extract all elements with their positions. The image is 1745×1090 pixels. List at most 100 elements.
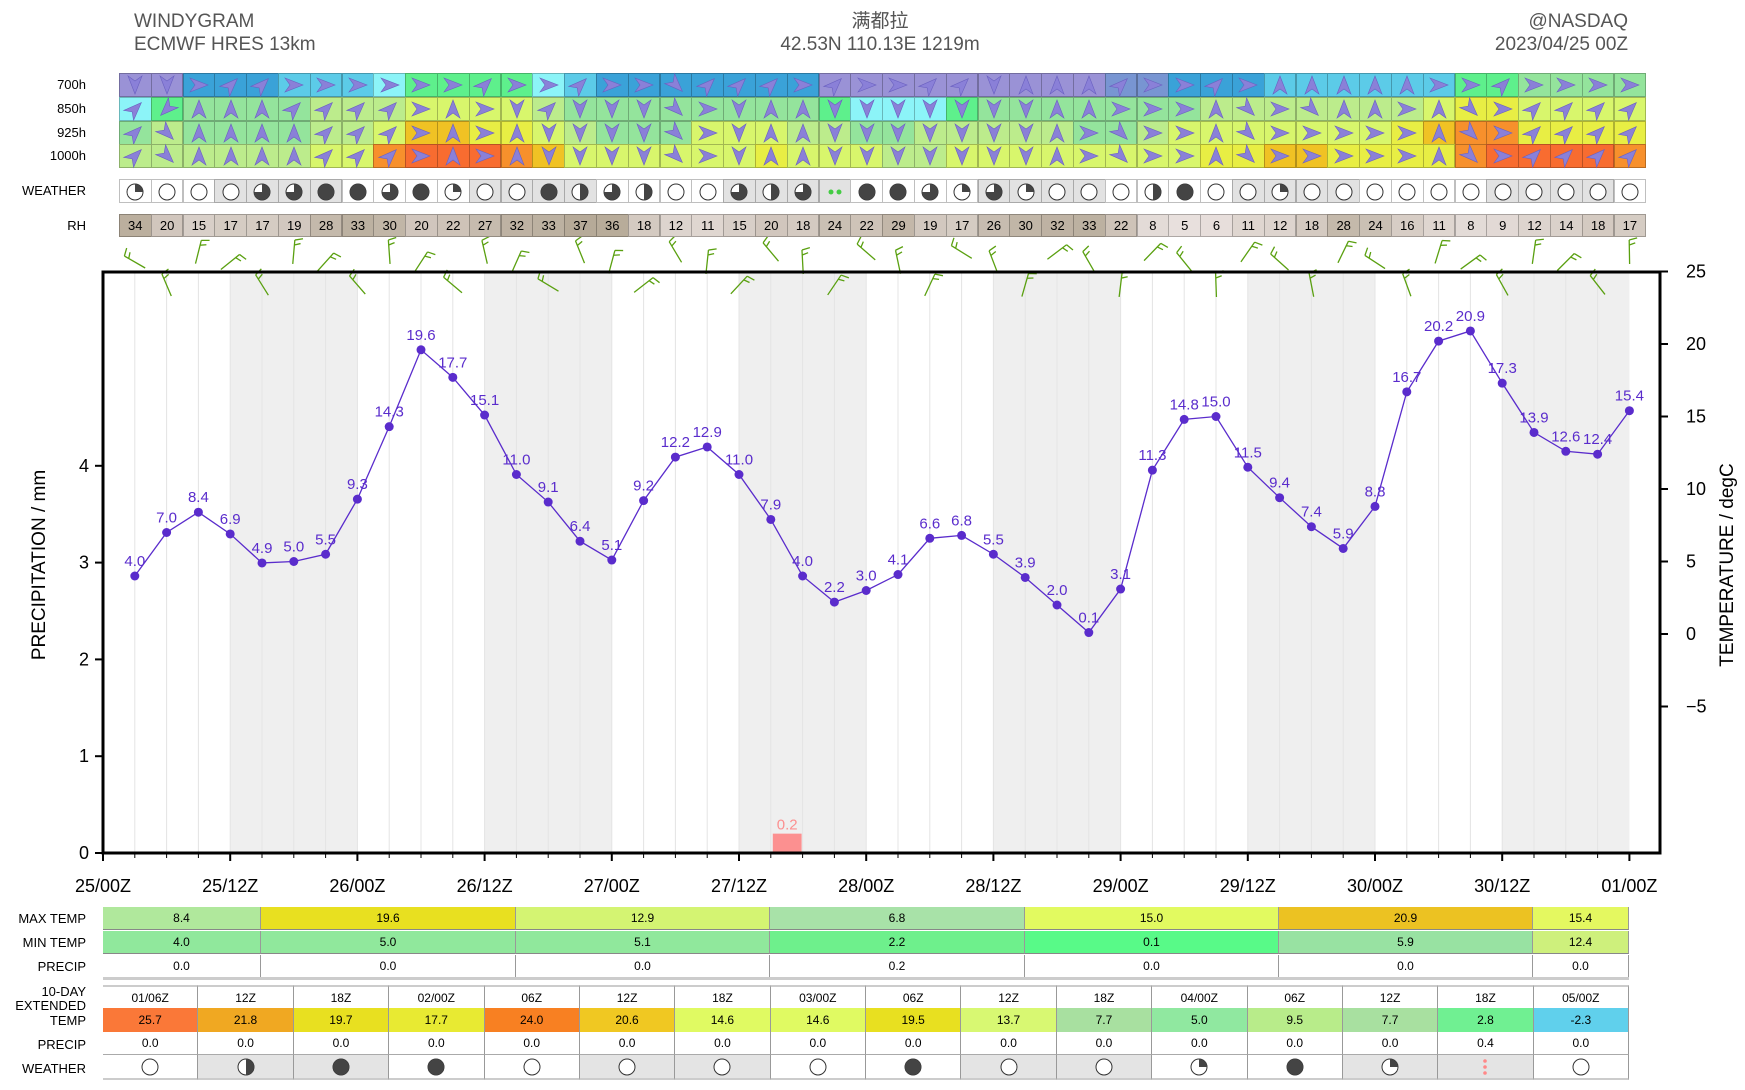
temperature-label: 5.5 [315,531,336,548]
cloud-cover-icon [1621,183,1639,201]
rh-cell: 8 [1454,214,1488,237]
wind-cell [214,97,248,121]
wind-cell [1518,144,1551,169]
temperature-label: 12.4 [1583,431,1612,448]
extended-label: EXTENDED [15,998,86,1013]
wind-arrow-icon [636,123,652,143]
temperature-label: 5.9 [1333,525,1354,542]
wind-cell [1041,121,1074,145]
wind-cell [818,144,852,168]
wind-arrow-icon [1367,99,1384,119]
temperature-point [670,452,680,462]
rh-cell: 5 [1168,214,1202,237]
weather-cell [723,179,756,203]
wind-cell [1359,144,1392,168]
daily-row-label: MAX TEMP [18,911,86,926]
wind-cell [754,121,788,145]
extended-precip-cell: 0.0 [293,1032,390,1055]
y2-tick-label: 20 [1686,334,1706,354]
wind-arrow-icon [954,99,970,119]
wind-arrow-icon [1208,99,1225,119]
extended-temp-cell: 19.7 [293,1008,390,1032]
wind-cell [945,97,979,121]
wind-cell [1422,73,1456,97]
wind-barb-icon [123,247,146,269]
extended-precip-cell: 0.0 [579,1032,676,1055]
wind-arrow-icon [572,99,589,119]
rh-cell: 12 [1518,214,1551,237]
wind-cell [150,120,184,145]
temperature-label: 6.4 [570,518,591,535]
cloud-cover-icon [858,183,876,201]
wind-barb-icon [730,275,755,295]
source-handle: @NASDAQ [1528,11,1628,32]
temperature-point [257,558,267,568]
wind-barb-icon [856,236,876,261]
weather-cell [1231,179,1265,203]
wind-cell [405,73,438,97]
wind-arrow-icon [509,123,525,143]
extended-precip-cell: 0.0 [484,1032,580,1055]
wind-arrow-icon [1108,120,1129,140]
wind-arrow-icon [379,77,400,93]
wind-cell [341,144,375,169]
cloud-cover-icon [635,183,653,201]
wind-cell [246,97,279,121]
wind-arrow-icon [856,77,877,93]
weather-cell [1200,179,1233,203]
wind-arrow-icon [795,123,811,143]
wind-arrow-icon [507,77,527,93]
wind-cell [1422,144,1456,168]
rh-cell: 17 [945,214,979,237]
daily-min-cell: 5.9 [1279,931,1533,954]
extended-weather-cell [961,1055,1057,1080]
wind-arrow-icon [827,123,843,143]
wind-arrow-icon [663,120,683,140]
wind-cell [246,121,279,145]
wind-cell [436,97,470,121]
cloud-cover-icon [508,183,526,201]
extended-weather-cell [675,1055,771,1080]
x-tick-label: 29/00Z [1093,876,1149,896]
wind-cell [1200,73,1233,98]
wind-arrow-icon [1365,125,1386,141]
wind-arrow-icon [443,77,464,93]
wind-cell [882,144,915,168]
wind-barb-icon [220,253,247,271]
temperature-label: 5.5 [983,531,1004,548]
wind-arrow-icon [763,123,779,143]
wind-arrow-icon [1431,146,1447,166]
cloud-cover-icon [253,183,271,201]
wind-cell [1009,121,1043,145]
wind-arrow-icon [1049,146,1066,166]
extended-time-header: 18Z [293,985,390,1008]
wind-arrow-icon [604,123,620,143]
daily-max-cell: 15.4 [1533,907,1629,930]
cloud-cover-icon [762,183,780,201]
wind-arrow-icon [1304,75,1320,95]
extended-row-label: PRECIP [37,1037,86,1052]
daily-min-cell: 12.4 [1533,931,1629,954]
extended-precip-cell: 0.0 [770,1032,866,1055]
extended-temp-cell: 9.5 [1247,1008,1343,1032]
rh-cell: 17 [246,214,279,237]
wind-cell [532,121,566,145]
wind-arrow-icon [1081,99,1097,119]
extended-precip-cell: 0.0 [389,1032,485,1055]
wind-cell [564,121,597,145]
wind-arrow-icon [1461,77,1481,93]
wind-arrow-icon [1617,102,1637,122]
weather-cell [1263,179,1297,203]
wind-arrow-icon [636,146,652,166]
weather-cell [1422,179,1456,203]
cloud-cover-icon [1335,183,1353,201]
wind-barb-icon [762,235,780,262]
wind-arrow-icon [1174,101,1195,117]
temperature-label: 8.8 [1365,483,1386,500]
temperature-point [1052,600,1062,610]
wind-arrow-icon [1270,125,1290,141]
extended-weather-cell [1152,1055,1248,1080]
wind-arrow-icon [189,77,209,93]
rh-cell: 18 [1295,214,1329,237]
